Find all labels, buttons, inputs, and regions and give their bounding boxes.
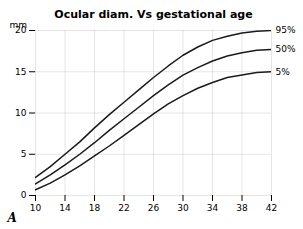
svg-text:22: 22 xyxy=(118,203,129,213)
svg-text:10: 10 xyxy=(15,108,27,118)
svg-text:5%: 5% xyxy=(276,67,291,77)
svg-text:38: 38 xyxy=(236,203,248,213)
svg-text:15: 15 xyxy=(15,67,26,77)
svg-text:42: 42 xyxy=(266,203,277,213)
svg-text:A: A xyxy=(7,211,17,225)
svg-text:34: 34 xyxy=(207,203,219,213)
svg-text:20: 20 xyxy=(15,25,27,36)
svg-text:18: 18 xyxy=(89,203,101,213)
svg-text:10: 10 xyxy=(30,203,42,213)
svg-text:mm: mm xyxy=(10,20,28,30)
svg-text:30: 30 xyxy=(177,203,189,213)
svg-text:50%: 50% xyxy=(276,44,296,54)
svg-text:0: 0 xyxy=(21,190,27,200)
svg-text:5: 5 xyxy=(21,149,27,159)
svg-text:Ocular diam. Vs gestational ag: Ocular diam. Vs gestational age xyxy=(54,8,252,21)
svg-text:26: 26 xyxy=(148,203,160,213)
svg-text:95%: 95% xyxy=(276,25,296,35)
svg-text:14: 14 xyxy=(59,203,71,213)
